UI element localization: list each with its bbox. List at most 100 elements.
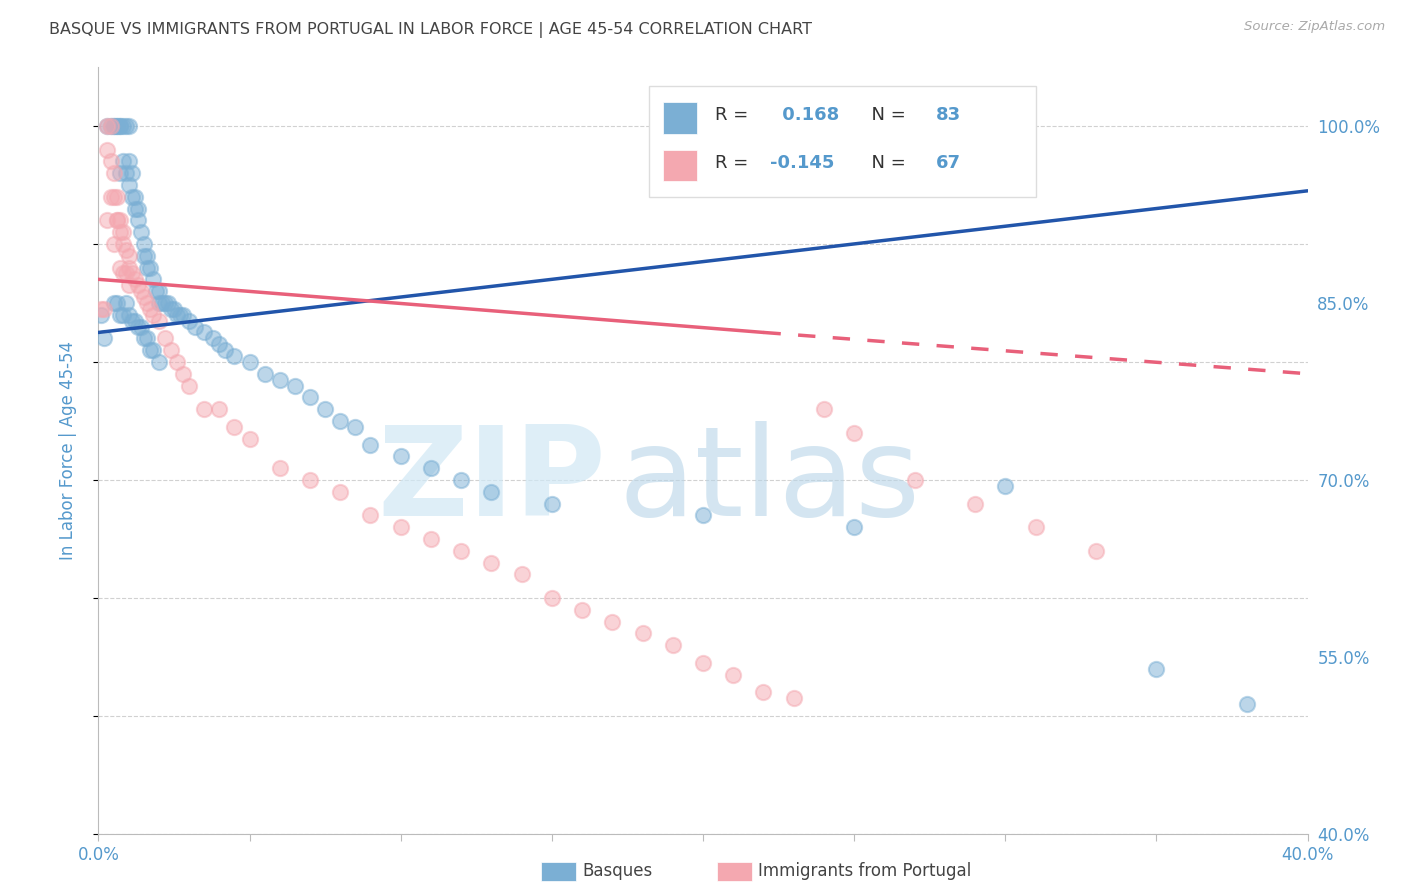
Point xyxy=(90,308,112,322)
Point xyxy=(269,461,291,475)
Point xyxy=(179,313,201,327)
Point xyxy=(118,308,141,322)
Point xyxy=(124,190,146,204)
FancyBboxPatch shape xyxy=(664,103,697,134)
Point xyxy=(103,119,125,133)
Point xyxy=(153,296,176,310)
Point xyxy=(239,355,262,369)
Point xyxy=(844,425,866,440)
Point xyxy=(111,267,134,281)
Point xyxy=(160,343,183,358)
Point xyxy=(284,378,307,392)
FancyBboxPatch shape xyxy=(648,87,1035,197)
Point xyxy=(239,432,262,446)
Point xyxy=(1085,543,1108,558)
Point xyxy=(118,178,141,192)
Point xyxy=(166,355,188,369)
Point xyxy=(631,626,654,640)
Point xyxy=(602,615,624,629)
Point xyxy=(118,278,141,293)
Point xyxy=(214,343,236,358)
Point xyxy=(121,313,143,327)
Point xyxy=(93,331,115,345)
Point xyxy=(114,267,136,281)
Point xyxy=(129,225,152,239)
Point xyxy=(360,508,382,523)
Point xyxy=(420,532,443,546)
Point xyxy=(1144,662,1167,676)
Point xyxy=(481,484,503,499)
Text: 67: 67 xyxy=(936,153,962,172)
Point xyxy=(360,437,382,451)
Point xyxy=(139,260,162,275)
Point xyxy=(132,249,155,263)
Point xyxy=(844,520,866,534)
Point xyxy=(90,301,112,316)
Point xyxy=(103,236,125,251)
Point xyxy=(450,473,472,487)
Point xyxy=(389,450,412,464)
Point xyxy=(450,543,472,558)
Text: Source: ZipAtlas.com: Source: ZipAtlas.com xyxy=(1244,20,1385,33)
Point xyxy=(329,484,352,499)
Point xyxy=(160,301,183,316)
Point xyxy=(132,331,155,345)
Text: R =: R = xyxy=(716,106,754,124)
Point xyxy=(100,190,122,204)
Point xyxy=(269,373,291,387)
Point xyxy=(510,567,533,582)
Point xyxy=(105,190,128,204)
Point xyxy=(1236,697,1258,711)
Point xyxy=(127,319,149,334)
Point xyxy=(105,119,128,133)
Point xyxy=(314,402,336,417)
Point xyxy=(299,473,322,487)
Point xyxy=(904,473,927,487)
Text: -0.145: -0.145 xyxy=(769,153,834,172)
Point xyxy=(114,166,136,180)
Point xyxy=(142,308,165,322)
Point xyxy=(163,301,186,316)
Text: ZIP: ZIP xyxy=(378,421,606,541)
Point xyxy=(124,313,146,327)
Point xyxy=(93,301,115,316)
Point xyxy=(172,308,194,322)
Point xyxy=(208,337,231,351)
Text: N =: N = xyxy=(860,153,911,172)
Point xyxy=(813,402,835,417)
Point xyxy=(100,119,122,133)
Point xyxy=(139,343,162,358)
Point xyxy=(103,296,125,310)
Point xyxy=(129,319,152,334)
Point xyxy=(96,119,118,133)
Point xyxy=(127,278,149,293)
Point xyxy=(661,638,683,652)
Text: BASQUE VS IMMIGRANTS FROM PORTUGAL IN LABOR FORCE | AGE 45-54 CORRELATION CHART: BASQUE VS IMMIGRANTS FROM PORTUGAL IN LA… xyxy=(49,22,813,38)
Point xyxy=(108,166,131,180)
Point xyxy=(571,603,593,617)
Point xyxy=(96,119,118,133)
Point xyxy=(108,308,131,322)
Point xyxy=(96,213,118,227)
Text: Basques: Basques xyxy=(582,863,652,880)
Point xyxy=(103,166,125,180)
Point xyxy=(540,497,562,511)
Point xyxy=(127,213,149,227)
Point xyxy=(100,119,122,133)
Point xyxy=(124,272,146,286)
Text: 83: 83 xyxy=(936,106,962,124)
Point xyxy=(193,402,215,417)
Point xyxy=(135,260,157,275)
Point xyxy=(132,290,155,304)
Point xyxy=(783,691,806,706)
Point xyxy=(111,225,134,239)
Text: R =: R = xyxy=(716,153,754,172)
Point xyxy=(118,119,141,133)
Point xyxy=(481,556,503,570)
Point xyxy=(108,225,131,239)
Point xyxy=(105,296,128,310)
Point xyxy=(1024,520,1046,534)
Point xyxy=(127,202,149,216)
Point xyxy=(114,119,136,133)
Text: N =: N = xyxy=(860,106,911,124)
